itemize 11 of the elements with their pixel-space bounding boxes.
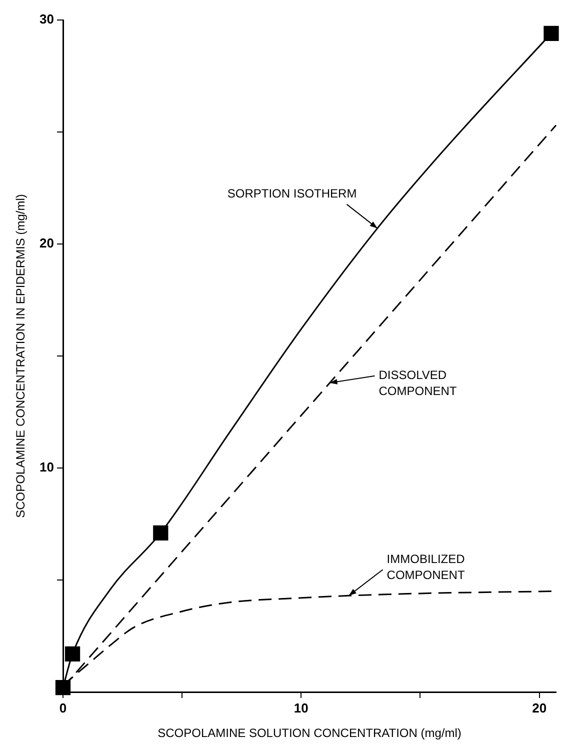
- x-tick-label: 0: [59, 700, 67, 716]
- x-tick-label: 20: [532, 700, 547, 716]
- x-axis-title: SCOPOLAMINE SOLUTION CONCENTRATION (mg/ml): [158, 726, 462, 740]
- x-tick-label: 10: [294, 700, 308, 716]
- y-tick-label: 10: [40, 460, 54, 475]
- y-tick-label: 30: [40, 12, 54, 27]
- annotation: DISSOLVED COMPONENT: [378, 368, 458, 398]
- annotation: SORPTION ISOTHERM: [227, 186, 357, 201]
- y-axis-title: SCOPOLAMINE CONCENTRATION IN EPIDERMIS (mg/ml): [14, 194, 28, 518]
- annotation: IMMOBILIZED COMPONENT: [386, 552, 466, 582]
- y-tick-label: 20: [40, 236, 54, 251]
